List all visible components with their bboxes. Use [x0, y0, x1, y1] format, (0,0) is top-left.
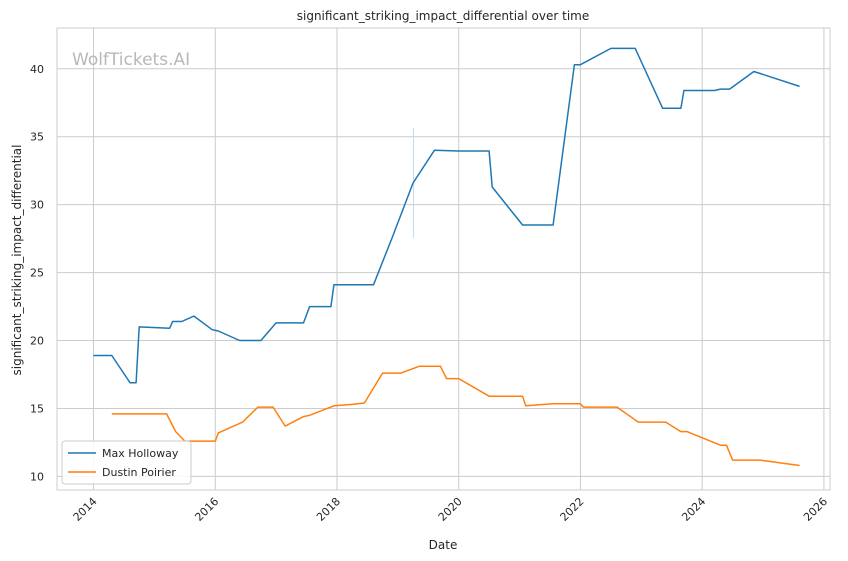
y-tick-label: 30 [30, 199, 44, 212]
plot-frame [56, 27, 831, 491]
y-tick-label: 10 [30, 470, 44, 483]
watermark-text: WolfTickets.AI [72, 50, 190, 70]
x-tick-label: 2022 [558, 495, 587, 524]
legend-label-dustin-poirier: Dustin Poirier [102, 466, 176, 479]
x-tick-label: 2024 [679, 495, 708, 524]
y-tick-label: 25 [30, 267, 44, 280]
x-axis-title: Date [429, 538, 458, 552]
y-tick-label: 35 [30, 131, 44, 144]
legend: Max Holloway Dustin Poirier [61, 440, 192, 485]
x-tick-label: 2026 [801, 495, 830, 524]
plot-area [57, 28, 830, 490]
series-line-dustin-poirier [111, 365, 800, 467]
series-line-max-holloway [93, 47, 800, 384]
x-tick-label: 2014 [71, 495, 100, 524]
legend-label-max-holloway: Max Holloway [102, 447, 179, 460]
y-tick-label: 40 [30, 63, 44, 76]
chart-title: significant_striking_impact_differential… [297, 9, 589, 23]
x-tick-label: 2016 [192, 495, 221, 524]
series-layer [93, 47, 800, 467]
x-tick-label: 2020 [436, 495, 465, 524]
x-tick-label: 2018 [314, 495, 343, 524]
x-axis-tick-labels: 2014 2016 2018 2020 2022 2024 2026 [71, 495, 830, 524]
legend-box [61, 440, 192, 485]
grid-lines [57, 28, 830, 490]
y-tick-label: 15 [30, 402, 44, 415]
y-tick-label: 20 [30, 335, 44, 348]
y-axis-title: significant_striking_impact_differential [10, 145, 24, 376]
y-axis-tick-labels: 10 15 20 25 30 35 40 [30, 63, 44, 484]
